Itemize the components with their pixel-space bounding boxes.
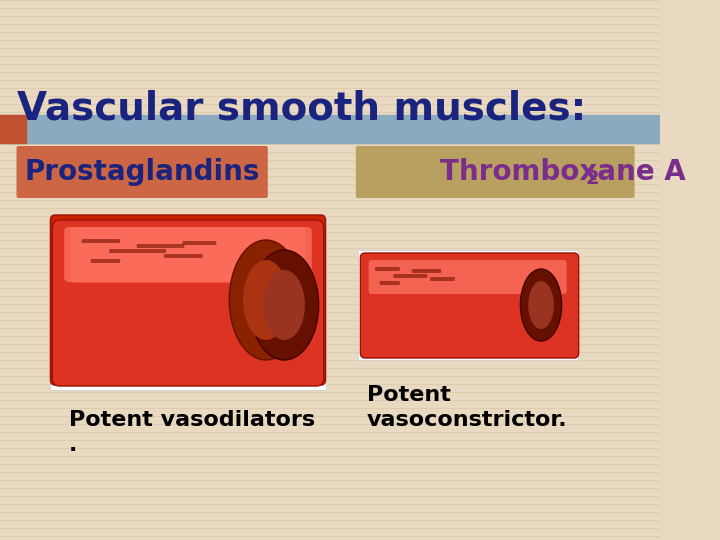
Ellipse shape (264, 270, 305, 340)
FancyBboxPatch shape (109, 249, 166, 253)
Text: Vascular smooth muscles:: Vascular smooth muscles: (17, 90, 586, 128)
FancyBboxPatch shape (53, 220, 324, 386)
FancyBboxPatch shape (64, 227, 312, 282)
Bar (0, 115, 660, 143)
Ellipse shape (250, 250, 319, 360)
FancyBboxPatch shape (164, 254, 202, 258)
Text: Thromboxane A: Thromboxane A (440, 158, 686, 186)
FancyBboxPatch shape (137, 244, 184, 248)
FancyBboxPatch shape (358, 250, 577, 360)
Text: Potent vasodilators: Potent vasodilators (69, 410, 315, 430)
Ellipse shape (521, 269, 562, 341)
Text: .: . (69, 435, 77, 455)
FancyBboxPatch shape (393, 274, 428, 278)
FancyBboxPatch shape (91, 259, 120, 263)
Text: 2: 2 (585, 168, 598, 187)
Text: Prostaglandins: Prostaglandins (24, 158, 260, 186)
FancyBboxPatch shape (369, 260, 567, 294)
FancyBboxPatch shape (412, 269, 441, 273)
Ellipse shape (528, 281, 554, 329)
FancyBboxPatch shape (50, 215, 325, 385)
FancyBboxPatch shape (50, 215, 325, 390)
Text: Potent: Potent (366, 385, 451, 405)
Ellipse shape (243, 260, 289, 340)
FancyBboxPatch shape (71, 227, 305, 283)
FancyBboxPatch shape (17, 146, 268, 198)
Text: vasoconstrictor.: vasoconstrictor. (366, 410, 567, 430)
FancyBboxPatch shape (81, 239, 120, 243)
FancyBboxPatch shape (379, 281, 400, 285)
FancyBboxPatch shape (356, 146, 634, 198)
Ellipse shape (229, 240, 302, 360)
FancyBboxPatch shape (375, 267, 400, 271)
FancyBboxPatch shape (430, 277, 455, 281)
FancyBboxPatch shape (361, 253, 579, 358)
Bar (0, 115, 26, 143)
FancyBboxPatch shape (182, 241, 217, 245)
